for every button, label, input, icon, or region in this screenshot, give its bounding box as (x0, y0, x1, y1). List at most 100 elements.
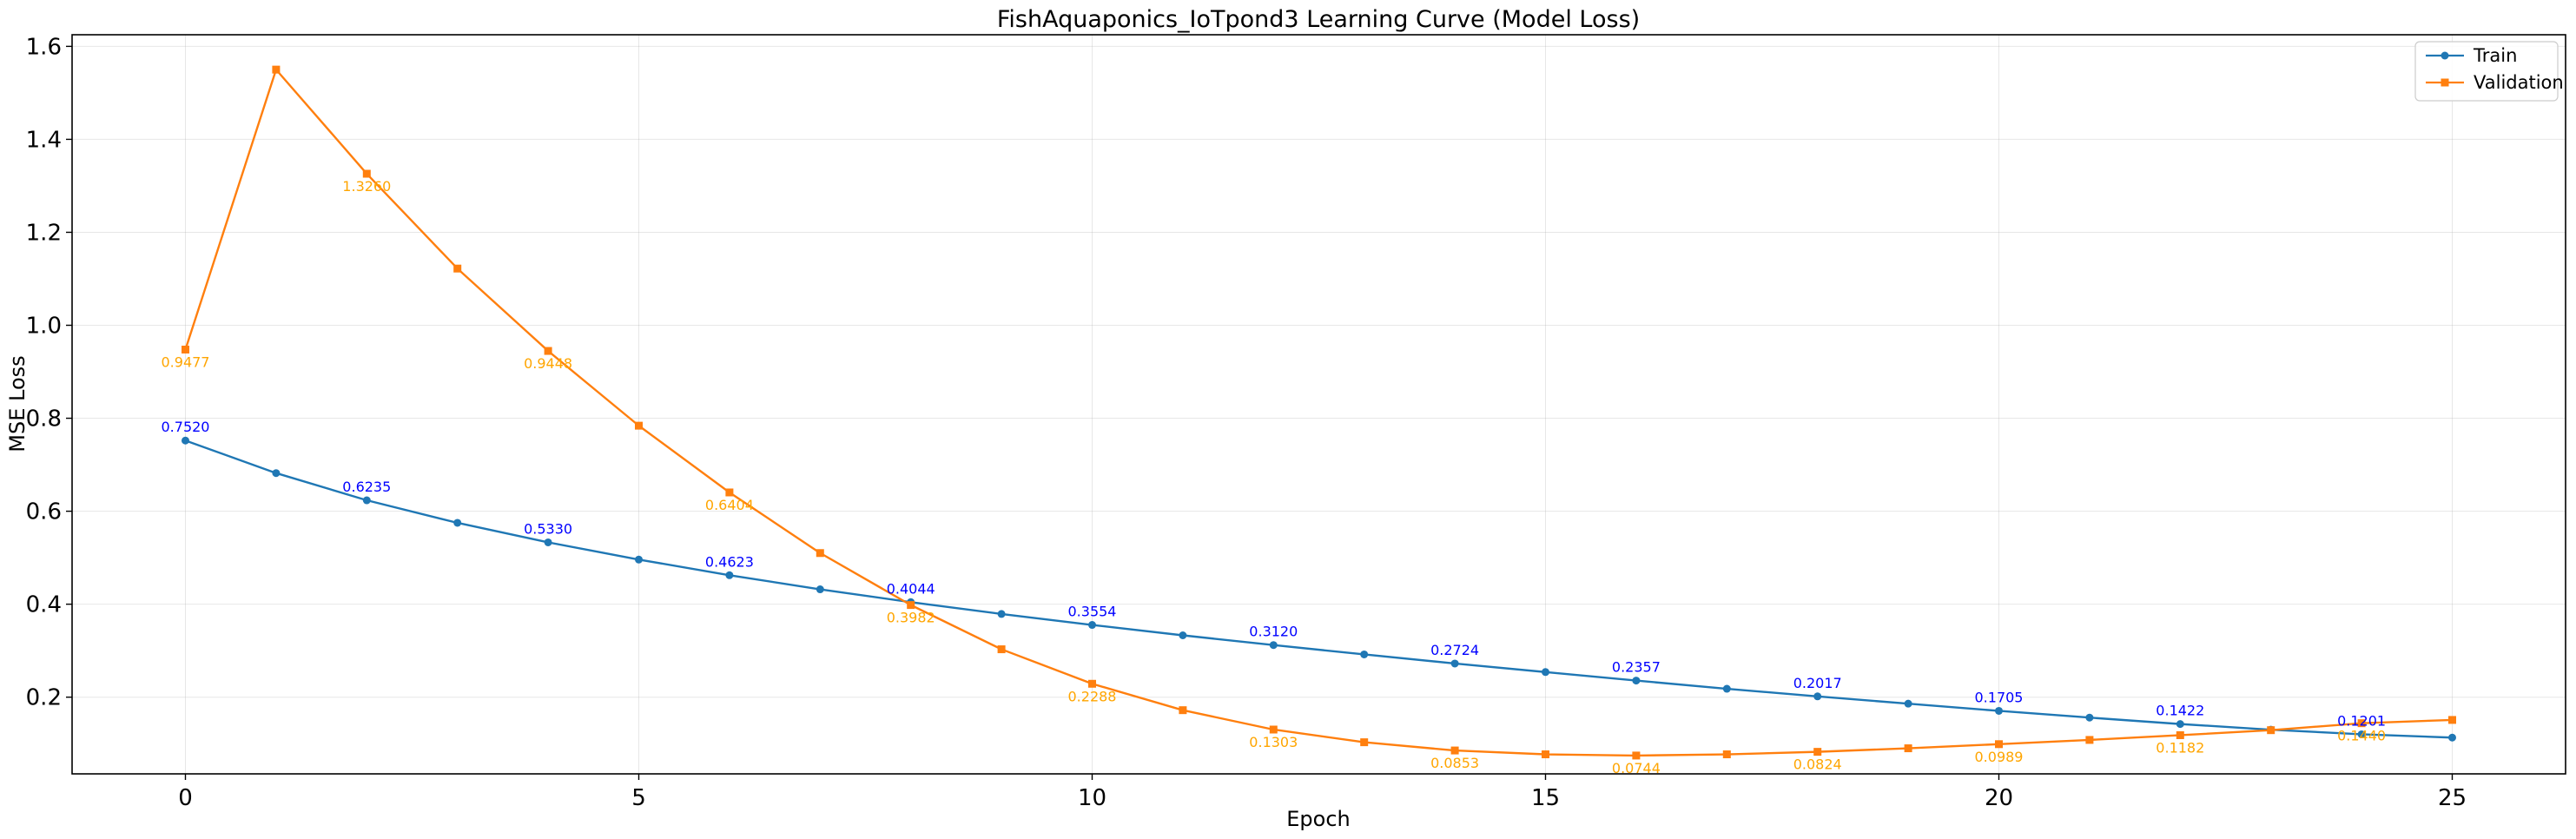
validation-value-label: 0.9477 (162, 354, 210, 371)
train-value-label: 0.7520 (162, 419, 210, 435)
validation-data-point (725, 488, 734, 497)
legend-train-marker (2441, 51, 2449, 60)
validation-data-point (997, 645, 1006, 654)
train-data-point (1904, 699, 1912, 708)
train-data-point (1360, 650, 1369, 658)
validation-data-point (544, 347, 552, 355)
validation-data-point (2085, 736, 2094, 744)
validation-data-point (1088, 679, 1096, 688)
validation-data-point (182, 346, 189, 354)
validation-data-point (1632, 751, 1641, 760)
train-data-point (2357, 730, 2366, 738)
series-layer (182, 65, 2456, 760)
validation-series-line (184, 68, 2453, 757)
validation-data-point (2357, 719, 2366, 728)
validation-data-point (1450, 746, 1459, 755)
train-data-point (1450, 659, 1459, 668)
chart-title: FishAquaponics_IoTpond3 Learning Curve (… (997, 6, 1640, 33)
x-tick-label: 15 (1531, 785, 1560, 811)
validation-value-label: 0.0989 (1975, 749, 2024, 765)
y-tick-label: 1.2 (26, 220, 62, 246)
x-tick-label: 0 (178, 785, 193, 811)
train-data-point (1722, 684, 1731, 693)
grid-lines (72, 35, 2566, 774)
x-axis-title: Epoch (1286, 807, 1351, 831)
train-data-point (816, 585, 824, 594)
train-data-point (1542, 668, 1549, 677)
train-series-line (185, 439, 2453, 739)
y-tick-label: 1.4 (26, 127, 62, 153)
validation-data-point (2176, 730, 2184, 739)
train-value-label: 0.5330 (524, 520, 572, 537)
validation-value-label: 0.9448 (524, 355, 572, 372)
y-axis-title: MSE Loss (5, 355, 30, 452)
train-data-point (544, 538, 552, 546)
train-data-point (182, 436, 189, 445)
train-value-label: 0.3554 (1068, 604, 1117, 620)
y-tick-label: 0.2 (26, 685, 62, 711)
train-value-label: 0.4623 (705, 553, 754, 570)
validation-value-label: 1.3260 (342, 178, 391, 195)
y-tick-label: 0.8 (26, 406, 62, 433)
annotation-layer: 0.7520 0.6235 0.5330 0.4623 0.4044 0.3554 0.31… (162, 178, 2387, 776)
train-value-label: 0.1422 (2156, 703, 2204, 719)
validation-data-point (1360, 738, 1369, 747)
x-tick-label: 25 (2438, 785, 2467, 811)
train-data-point (453, 519, 462, 527)
validation-value-label: 0.3982 (887, 610, 935, 626)
train-data-point (1179, 631, 1187, 640)
train-data-point (2176, 720, 2184, 729)
train-value-label: 0.4044 (887, 580, 935, 597)
train-data-point (362, 496, 371, 505)
validation-value-label: 0.6404 (705, 497, 754, 513)
train-value-label: 0.6235 (342, 479, 391, 495)
train-data-point (1088, 621, 1096, 630)
validation-data-point (1542, 750, 1549, 759)
y-tick-label: 1.6 (26, 34, 62, 60)
train-data-point (272, 469, 281, 478)
validation-data-point (907, 601, 915, 610)
train-data-point (725, 571, 734, 579)
y-tick-label: 1.0 (26, 314, 62, 340)
validation-data-point (2448, 716, 2456, 724)
legend-train-label: Train (2473, 45, 2517, 66)
train-data-point (2085, 713, 2094, 722)
train-data-point (1813, 692, 1822, 701)
validation-value-label: 0.1182 (2156, 739, 2204, 756)
train-value-label: 0.2017 (1793, 675, 1842, 691)
validation-data-point (1995, 740, 2003, 749)
legend-validation-marker (2441, 78, 2449, 87)
validation-data-point (1813, 748, 1822, 756)
validation-value-label: 0.1303 (1249, 734, 1298, 750)
validation-data-point (272, 65, 281, 74)
validation-data-point (2267, 726, 2275, 735)
validation-data-point (635, 421, 643, 430)
legend-validation-label: Validation (2474, 72, 2564, 93)
legend: Train Validation (2414, 41, 2564, 102)
validation-data-point (1904, 744, 1912, 753)
train-data-point (1269, 641, 1278, 650)
train-data-point (635, 555, 643, 564)
y-tick-label: 0.6 (26, 499, 62, 525)
validation-data-point (362, 169, 371, 178)
x-tick-label: 10 (1078, 785, 1106, 811)
train-data-point (997, 610, 1006, 618)
train-value-label: 0.1705 (1975, 689, 2024, 705)
train-data-point (1632, 677, 1641, 685)
validation-value-label: 0.1440 (2337, 728, 2386, 744)
axis-ticks: 0 5 10 15 20 25 0.2 0.4 0.6 0.8 1.0 1.2 1.4 1.6 (26, 34, 2467, 811)
y-tick-label: 0.4 (26, 592, 62, 618)
plot-frame (71, 34, 2566, 775)
train-value-label: 0.3120 (1249, 624, 1298, 640)
validation-data-point (453, 264, 462, 273)
train-data-point (1995, 706, 2003, 715)
train-value-label: 0.2357 (1612, 659, 1661, 676)
validation-data-point (816, 549, 824, 558)
x-tick-label: 5 (631, 785, 646, 811)
x-tick-label: 20 (1985, 785, 2013, 811)
validation-value-label: 0.0744 (1612, 760, 1661, 776)
validation-value-label: 0.0824 (1793, 756, 1842, 773)
train-value-label: 0.1201 (2337, 712, 2386, 729)
